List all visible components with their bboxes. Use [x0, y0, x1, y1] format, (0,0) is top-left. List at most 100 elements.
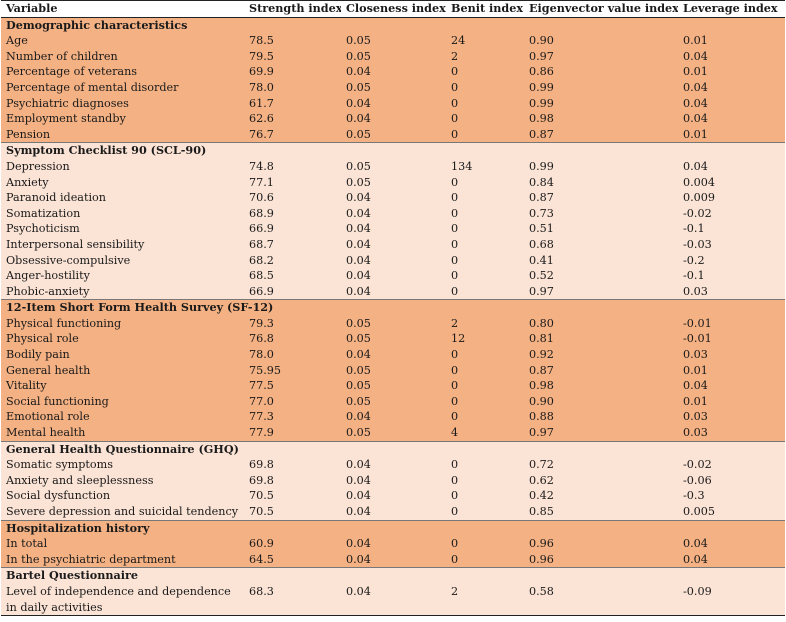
- cell-eigenvector: 0.87: [524, 362, 678, 379]
- cell-leverage: 0.04: [678, 378, 785, 394]
- cell-variable: Social dysfunction: [1, 488, 244, 504]
- cell-closeness: 0.05: [341, 126, 446, 143]
- cell-benit: 0: [446, 551, 524, 568]
- cell-eigenvector: 0.98: [524, 378, 678, 394]
- table-row: Emotional role 77.3 0.04 0 0.88 0.03: [1, 409, 785, 426]
- cell-variable: Somatization: [1, 205, 244, 222]
- cell-leverage: -0.2: [678, 252, 785, 269]
- cell-closeness: 0.04: [341, 221, 446, 237]
- table-row: Mental health 77.9 0.05 4 0.97 0.03: [1, 425, 785, 442]
- cell-eigenvector: 0.92: [524, 347, 678, 363]
- cell-leverage: -0.01: [678, 331, 785, 348]
- cell-strength: 70.6: [244, 190, 341, 206]
- table-row: Anger-hostility 68.5 0.04 0 0.52 -0.1: [1, 268, 785, 284]
- cell-benit: 0: [446, 504, 524, 521]
- cell-variable: Phobic-anxiety: [1, 283, 244, 300]
- cell-eigenvector: 0.73: [524, 205, 678, 222]
- cell-variable: General health: [1, 362, 244, 379]
- cell-eigenvector: 0.99: [524, 95, 678, 112]
- cell-variable: Physical functioning: [1, 315, 244, 332]
- cell-strength: 78.0: [244, 79, 341, 96]
- cell-eigenvector: 0.86: [524, 64, 678, 80]
- cell-leverage: 0.01: [678, 362, 785, 379]
- cell-leverage: 0.03: [678, 347, 785, 363]
- cell-strength: 66.9: [244, 221, 341, 237]
- cell-leverage: 0.01: [678, 393, 785, 410]
- cell-eigenvector: 0.96: [524, 536, 678, 552]
- table-row: Physical functioning 79.3 0.05 2 0.80 -0.01: [1, 315, 785, 332]
- cell-benit: 2: [446, 315, 524, 332]
- cell-leverage: 0.04: [678, 111, 785, 127]
- cell-closeness: 0.04: [341, 64, 446, 80]
- cell-closeness: 0.05: [341, 393, 446, 410]
- cell-variable: Mental health: [1, 425, 244, 442]
- cell-eigenvector: 0.99: [524, 158, 678, 175]
- table-header: Variable Strength index Closeness index …: [1, 0, 785, 18]
- cell-leverage: 0.03: [678, 409, 785, 426]
- cell-closeness: 0.05: [341, 79, 446, 96]
- cell-variable: Somatic symptoms: [1, 457, 244, 473]
- header-eigenvector-index: Eigenvector value index: [524, 0, 678, 18]
- table-row: Percentage of mental disorder 78.0 0.05 0 0.…: [1, 79, 785, 96]
- cell-closeness: 0.04: [341, 252, 446, 269]
- cell-benit: 0: [446, 64, 524, 80]
- cell-strength: 68.2: [244, 252, 341, 269]
- cell-strength: 74.8: [244, 158, 341, 175]
- cell-closeness: 0.04: [341, 347, 446, 363]
- cell-closeness: 0.05: [341, 425, 446, 442]
- cell-leverage: -0.02: [678, 205, 785, 222]
- cell-benit: 2: [446, 583, 524, 617]
- cell-leverage: -0.03: [678, 236, 785, 253]
- cell-strength: 69.8: [244, 457, 341, 473]
- cell-benit: 0: [446, 378, 524, 394]
- cell-variable: Emotional role: [1, 409, 244, 426]
- cell-strength: 78.0: [244, 347, 341, 363]
- cell-leverage: 0.04: [678, 158, 785, 175]
- table-row: Vitality 77.5 0.05 0 0.98 0.04: [1, 378, 785, 394]
- header-variable: Variable: [1, 0, 244, 18]
- section-header-row: General Health Questionnaire (GHQ): [1, 440, 785, 458]
- table-row: Somatization 68.9 0.04 0 0.73 -0.02: [1, 205, 785, 222]
- cell-closeness: 0.04: [341, 504, 446, 521]
- cell-leverage: 0.01: [678, 126, 785, 143]
- section-header-row: Demographic characteristics: [1, 17, 785, 34]
- cell-closeness: 0.04: [341, 283, 446, 300]
- cell-variable: Age: [1, 33, 244, 49]
- table-row: Physical role 76.8 0.05 12 0.81 -0.01: [1, 331, 785, 348]
- table-row: Psychiatric diagnoses 61.7 0.04 0 0.99 0.04: [1, 95, 785, 112]
- cell-strength: 77.3: [244, 409, 341, 426]
- cell-eigenvector: 0.72: [524, 457, 678, 473]
- cell-strength: 77.5: [244, 378, 341, 394]
- cell-leverage: -0.06: [678, 472, 785, 489]
- table-row: In total 60.9 0.04 0 0.96 0.04: [1, 536, 785, 552]
- cell-strength: 79.5: [244, 48, 341, 65]
- cell-eigenvector: 0.88: [524, 409, 678, 426]
- cell-closeness: 0.04: [341, 236, 446, 253]
- cell-eigenvector: 0.87: [524, 126, 678, 143]
- section-title: General Health Questionnaire (GHQ): [1, 440, 785, 458]
- header-strength-index: Strength index: [244, 0, 341, 18]
- section-title: 12-Item Short Form Health Survey (SF-12): [1, 299, 785, 316]
- cell-eigenvector: 0.90: [524, 393, 678, 410]
- cell-eigenvector: 0.85: [524, 504, 678, 521]
- cell-variable: Physical role: [1, 331, 244, 348]
- cell-benit: 0: [446, 457, 524, 473]
- table-row: Number of children 79.5 0.05 2 0.97 0.04: [1, 48, 785, 65]
- cell-strength: 68.9: [244, 205, 341, 222]
- cell-leverage: 0.04: [678, 79, 785, 96]
- cell-strength: 60.9: [244, 536, 341, 552]
- section-header-row: 12-Item Short Form Health Survey (SF-12): [1, 299, 785, 316]
- header-closeness-index: Closeness index: [341, 0, 446, 18]
- cell-eigenvector: 0.97: [524, 283, 678, 300]
- cell-benit: 0: [446, 111, 524, 127]
- cell-leverage: 0.04: [678, 48, 785, 65]
- cell-leverage: 0.04: [678, 551, 785, 568]
- cell-strength: 68.3: [244, 583, 341, 617]
- cell-strength: 70.5: [244, 504, 341, 521]
- table-row: Severe depression and suicidal tendency 7…: [1, 504, 785, 521]
- cell-closeness: 0.05: [341, 33, 446, 49]
- cell-leverage: -0.02: [678, 457, 785, 473]
- cell-closeness: 0.04: [341, 488, 446, 504]
